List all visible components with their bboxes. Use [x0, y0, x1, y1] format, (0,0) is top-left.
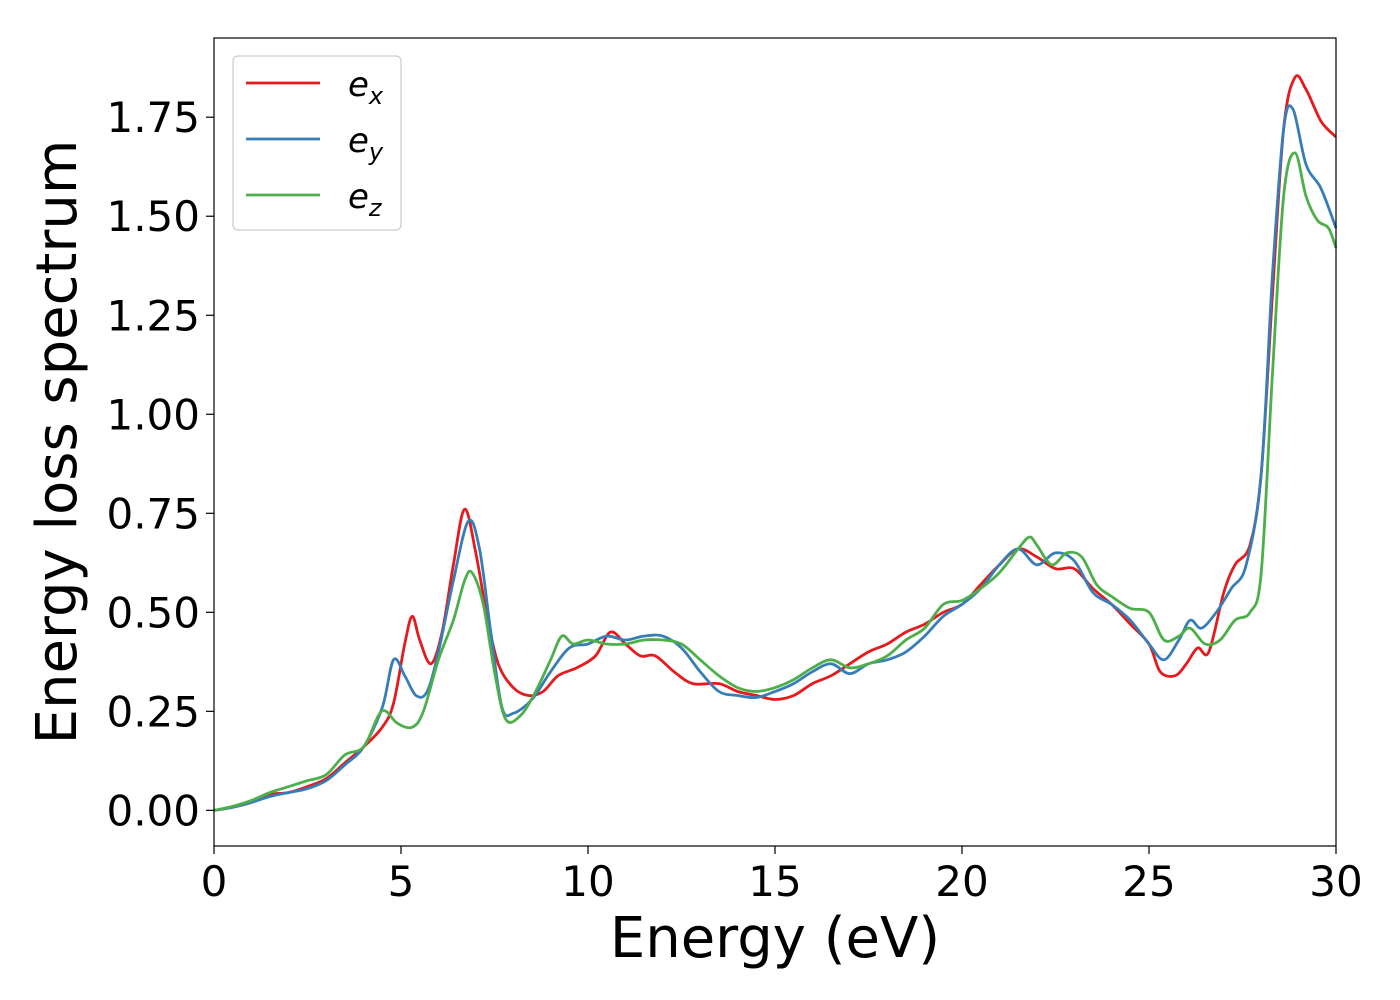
- legend-frame: [232, 55, 402, 231]
- x-tick-label: 10: [561, 857, 614, 906]
- x-axis: 0 5 10 15 20 25 30: [201, 846, 1363, 906]
- legend: ex ey ez: [232, 55, 402, 231]
- legend-label-ex: ex: [348, 65, 384, 110]
- x-tick-label: 20: [935, 857, 988, 906]
- y-tick-label: 0.00: [106, 786, 200, 835]
- y-axis: 0.00 0.25 0.50 0.75 1.00 1.25 1.50 1.75: [106, 93, 214, 835]
- x-tick-label: 15: [748, 857, 801, 906]
- legend-label-ey: ey: [348, 121, 384, 166]
- x-tick-label: 30: [1309, 857, 1362, 906]
- series-line-ey: [213, 104, 1338, 812]
- y-tick-label: 1.50: [106, 192, 200, 241]
- legend-label-ez: ez: [348, 177, 383, 222]
- series-line-ex: [213, 74, 1338, 812]
- x-axis-label: Energy (eV): [610, 906, 940, 971]
- y-tick-label: 1.25: [106, 291, 200, 340]
- x-tick-label: 5: [388, 857, 415, 906]
- y-tick-label: 0.75: [106, 489, 200, 538]
- x-tick-label: 25: [1122, 857, 1175, 906]
- y-tick-label: 1.75: [106, 93, 200, 142]
- series-line-ez: [213, 151, 1338, 812]
- y-tick-label: 1.00: [106, 390, 200, 439]
- series-layer: [213, 74, 1338, 812]
- x-tick-label: 0: [201, 857, 228, 906]
- y-tick-label: 0.50: [106, 588, 200, 637]
- y-tick-label: 0.25: [106, 687, 200, 736]
- y-axis-label: Energy loss spectrum: [25, 140, 90, 745]
